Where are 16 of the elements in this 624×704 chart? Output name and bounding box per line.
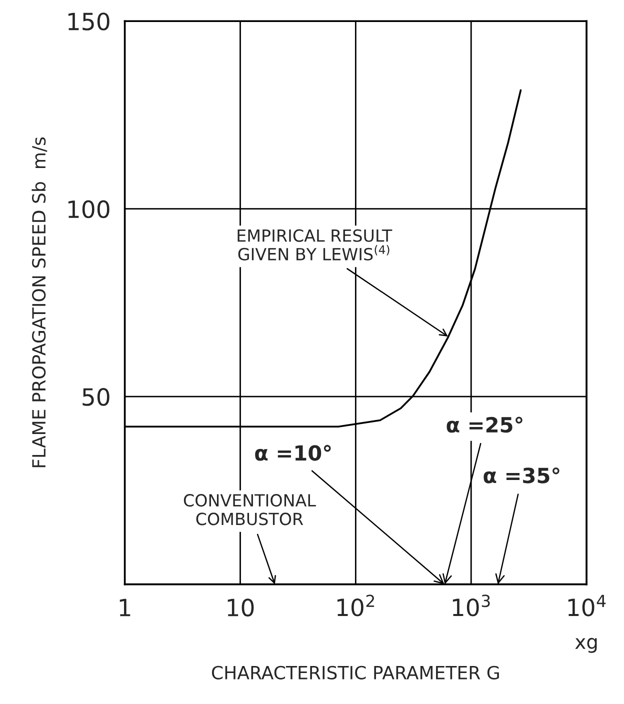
y-tick-label: 50 [82, 388, 110, 406]
x-tick-label: 10$^{4}$ [568, 594, 606, 616]
x-tick-label: 1 [120, 598, 130, 616]
y-tick-label: 150 [68, 12, 110, 30]
annotation: α =35° [484, 467, 560, 484]
annotation: CONVENTIONAL COMBUSTOR [184, 494, 316, 526]
annotation: EMPIRICAL RESULT GIVEN BY LEWIS$^{(4)}$ [238, 229, 392, 260]
x-tick-label: 10 [228, 598, 254, 616]
text: xg [575, 638, 597, 653]
y-axis-title: FLAME PROPAGATION SPEED Sb m/s [32, 137, 48, 468]
y-tick-label: 100 [68, 200, 110, 218]
x-tick-label: 10$^{2}$ [337, 594, 374, 616]
annotation: α =10° [255, 444, 331, 461]
x-tick-label: 10$^{3}$ [452, 594, 490, 616]
x-axis-title: CHARACTERISTIC PARAMETER G [212, 666, 499, 680]
annotation: α =25° [446, 416, 522, 433]
